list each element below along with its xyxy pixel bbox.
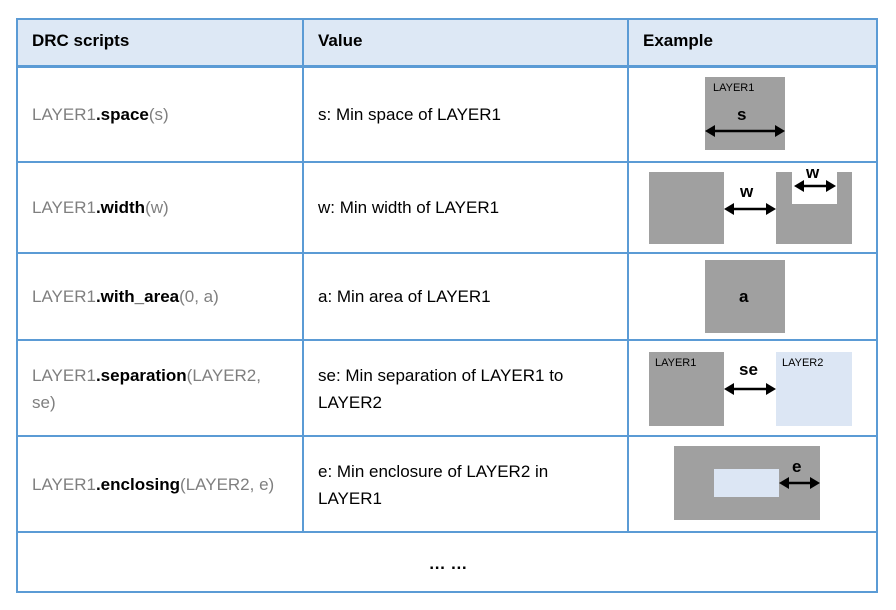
layer1-label: LAYER1 (655, 357, 697, 369)
script-method: .separation (95, 366, 187, 385)
layer1-rectangle (649, 352, 724, 426)
script-cell: LAYER1.space(s) (32, 101, 169, 128)
table-border-top (16, 18, 878, 20)
double-arrow-icon (794, 180, 836, 192)
double-arrow-icon (705, 125, 785, 137)
value-line1: e: Min enclosure of LAYER2 in (318, 462, 549, 481)
area-symbol: a (739, 287, 749, 306)
table-row-divider (16, 252, 878, 254)
table-row-divider (16, 339, 878, 341)
layer1-rectangle (705, 260, 785, 333)
header-drc-scripts: DRC scripts (32, 31, 130, 50)
layer1-rectangle (705, 77, 785, 150)
script-args-line1: (LAYER2, (186, 366, 261, 385)
value-cell: w: Min width of LAYER1 (318, 198, 500, 217)
table-border-header (16, 65, 878, 68)
value-cell: a: Min area of LAYER1 (318, 287, 491, 306)
value-cell: s: Min space of LAYER1 (318, 105, 501, 124)
script-prefix: LAYER1 (32, 287, 96, 306)
table-border-right (876, 18, 878, 593)
table-col-divider (302, 18, 304, 533)
script-prefix: LAYER1 (32, 105, 96, 124)
double-arrow-icon (779, 477, 820, 489)
script-cell: LAYER1.width(w) (32, 194, 169, 221)
script-prefix: LAYER1 (32, 475, 96, 494)
script-prefix: LAYER1 (32, 198, 96, 217)
value-cell: e: Min enclosure of LAYER2 in LAYER1 (318, 458, 548, 512)
layer1-rectangle-left (649, 172, 724, 244)
script-method: .space (95, 105, 149, 124)
script-method: .with_area (95, 287, 180, 306)
table-col-divider (627, 18, 629, 533)
layer-label: LAYER1 (713, 82, 755, 94)
value-line2: LAYER2 (318, 393, 382, 412)
table-row-divider (16, 435, 878, 437)
space-symbol: s (737, 105, 747, 124)
layer2-label: LAYER2 (782, 357, 824, 369)
double-arrow-icon (724, 383, 776, 395)
layer2-rectangle (714, 469, 779, 497)
table-row-divider (16, 161, 878, 163)
script-args: (0, a) (179, 287, 219, 306)
value-line1: se: Min separation of LAYER1 to (318, 366, 564, 385)
header-example: Example (643, 31, 713, 50)
script-args-line2: se) (32, 393, 56, 412)
script-cell: LAYER1.enclosing(LAYER2, e) (32, 471, 274, 498)
script-method: .enclosing (95, 475, 181, 494)
enclosure-symbol: e (792, 457, 802, 476)
table-row-divider (16, 531, 878, 533)
header-value: Value (318, 31, 363, 50)
footer-ellipsis: … … (428, 554, 468, 573)
script-args: (LAYER2, e) (180, 475, 275, 494)
value-cell: se: Min separation of LAYER1 to LAYER2 (318, 362, 563, 416)
table-border-left (16, 18, 18, 593)
script-prefix: LAYER1 (32, 366, 96, 385)
width-symbol-between: w (740, 182, 754, 201)
script-method: .width (95, 198, 146, 217)
width-symbol-notch: w (806, 163, 820, 182)
layer2-rectangle (776, 352, 852, 426)
script-args: (w) (145, 198, 169, 217)
script-cell: LAYER1.with_area(0, a) (32, 283, 219, 310)
double-arrow-icon (724, 203, 776, 215)
script-args: (s) (148, 105, 169, 124)
script-cell: LAYER1.separation(LAYER2, se) (32, 362, 261, 416)
separation-symbol: se (739, 360, 758, 379)
table-header-background (16, 18, 877, 66)
value-line2: LAYER1 (318, 489, 382, 508)
table-border-bottom (16, 591, 878, 593)
